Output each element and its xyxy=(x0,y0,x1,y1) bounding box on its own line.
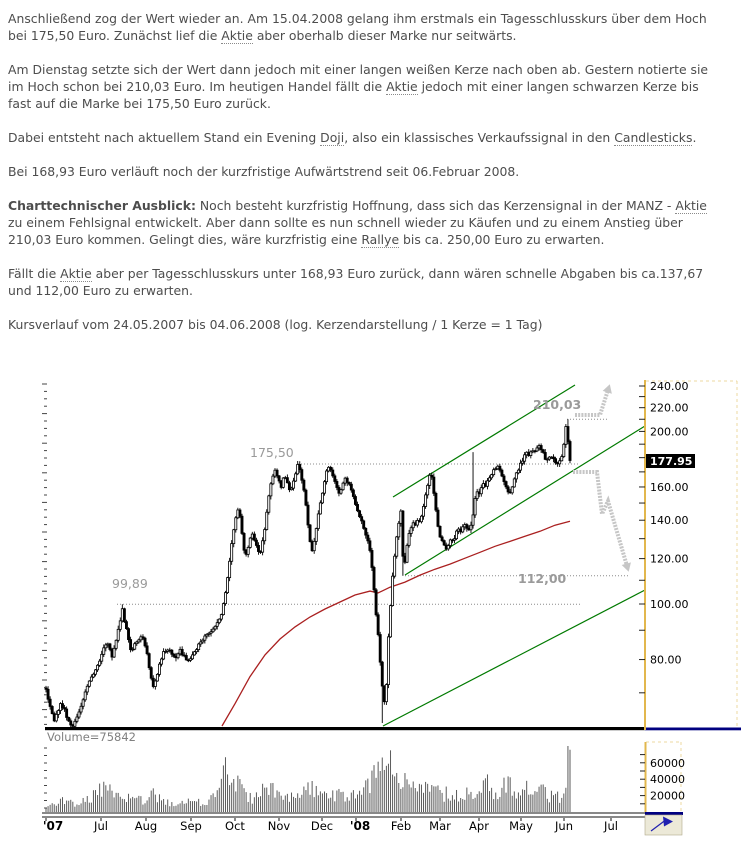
level-label-99: 99,89 xyxy=(112,576,148,591)
price-axis-label: 220.00 xyxy=(650,402,689,415)
paragraph-6: Fällt die Aktie aber per Tagesschlusskur… xyxy=(8,265,717,299)
month-label-May: May xyxy=(509,819,533,833)
scenario-arrowhead xyxy=(602,384,612,394)
month-label-Mar: Mar xyxy=(429,819,451,833)
level-label-175: 175,50 xyxy=(250,445,294,460)
price-axis-label: 240.00 xyxy=(650,380,689,393)
paragraph-2: Am Dienstag setzte sich der Wert dann je… xyxy=(8,61,717,112)
paragraph-7: Kursverlauf vom 24.05.2007 bis 04.06.200… xyxy=(8,316,717,333)
chart-tool-icon[interactable] xyxy=(644,814,683,836)
month-label-Oct: Oct xyxy=(225,819,245,833)
month-label-y07: '07 xyxy=(43,819,63,833)
price-axis-label: 160.00 xyxy=(650,481,689,494)
text-run: , also ein klassisches Verkaufssignal in… xyxy=(344,130,615,145)
long-uptrend-line xyxy=(382,589,646,727)
current-price-tag-bg xyxy=(646,454,695,468)
month-label-Nov: Nov xyxy=(268,819,291,833)
text-run: Dabei entsteht nach aktuellem Stand ein … xyxy=(8,130,321,145)
volume-axis-label: 40000 xyxy=(650,773,685,786)
glossary-term-link[interactable]: Aktie xyxy=(60,266,92,282)
text-run: aber per Tagesschlusskurs unter 168,93 E… xyxy=(8,266,704,298)
price-axis-label: 80.00 xyxy=(650,654,682,667)
paragraph-1: Anschließend zog der Wert wieder an. Am … xyxy=(8,10,717,44)
month-label-Jun: Jun xyxy=(554,819,573,833)
lower-trend-channel-line xyxy=(404,425,646,576)
price-chart: 240.00 220.00 200.00 160.00 140.00 120.00 100.… xyxy=(0,372,741,844)
current-price-tag: 177.95 xyxy=(650,455,692,468)
scenario-arrowhead xyxy=(621,562,631,572)
panel-separator xyxy=(45,727,645,731)
level-label-210: 210,03 xyxy=(533,397,581,412)
paragraph-3: Dabei entsteht nach aktuellem Stand ein … xyxy=(8,129,717,146)
month-label-y08: '08 xyxy=(350,819,370,833)
text-run: Anschließend zog der Wert wieder an. Am … xyxy=(8,11,707,43)
glossary-term-link[interactable]: Aktie xyxy=(675,198,707,214)
glossary-term-link[interactable]: Aktie xyxy=(386,79,418,95)
volume-axis-label: 60000 xyxy=(650,757,685,770)
glossary-term-link[interactable]: Candlesticks xyxy=(614,130,693,146)
month-label-Jul: Jul xyxy=(603,819,618,833)
moving-average-line xyxy=(221,520,571,727)
month-label-Aug: Aug xyxy=(135,819,157,833)
text-run: Noch besteht kurzfristig Hoffnung, dass … xyxy=(195,198,676,213)
bearish-scenario-arrow xyxy=(573,470,629,567)
text-run: Kursverlauf vom 24.05.2007 bis 04.06.200… xyxy=(8,317,543,332)
bullish-scenario-arrow xyxy=(575,389,610,417)
volume-readout: Volume=75842 xyxy=(47,730,136,744)
price-axis-label: 140.00 xyxy=(650,514,689,527)
upper-trend-channel-line xyxy=(392,384,576,498)
glossary-term-link[interactable]: Doji xyxy=(320,130,345,146)
text-run: bis ca. 250,00 Euro zu erwarten. xyxy=(399,232,605,247)
glossary-term-link[interactable]: Aktie xyxy=(221,28,253,44)
text-run: Bei 168,93 Euro verläuft noch der kurzfr… xyxy=(8,164,520,179)
text-run: zu einem Fehlsignal entwickelt. Aber dan… xyxy=(8,215,683,247)
bold-heading: Charttechnischer Ausblick: xyxy=(8,198,196,213)
analysis-article: Anschließend zog der Wert wieder an. Am … xyxy=(0,0,725,333)
month-label-Jul: Jul xyxy=(93,819,108,833)
text-run: Fällt die xyxy=(8,266,61,281)
glossary-term-link[interactable]: Rallye xyxy=(361,232,400,248)
paragraph-5: Charttechnischer Ausblick: Noch besteht … xyxy=(8,197,717,248)
candlestick-chart-svg: 240.00 220.00 200.00 160.00 140.00 120.00 100.… xyxy=(42,380,741,836)
volume-axis-label: 20000 xyxy=(650,790,685,803)
price-axis-label: 100.00 xyxy=(650,598,689,611)
paragraph-4: Bei 168,93 Euro verläuft noch der kurzfr… xyxy=(8,163,717,180)
level-label-112: 112,00 xyxy=(518,571,567,586)
month-label-Apr: Apr xyxy=(469,819,489,833)
text-run: Am Dienstag setzte sich der Wert dann je… xyxy=(8,62,709,94)
text-run: . xyxy=(692,130,697,145)
price-axis-label: 200.00 xyxy=(650,425,689,438)
month-label-Sep: Sep xyxy=(180,819,202,833)
month-label-Dec: Dec xyxy=(311,819,333,833)
text-run: jedoch mit einer langen schwarzen Kerze … xyxy=(8,79,699,111)
text-run: aber oberhalb dieser Marke nur seitwärts… xyxy=(252,28,517,43)
price-axis-label: 120.00 xyxy=(650,553,689,566)
month-label-Feb: Feb xyxy=(391,819,411,833)
